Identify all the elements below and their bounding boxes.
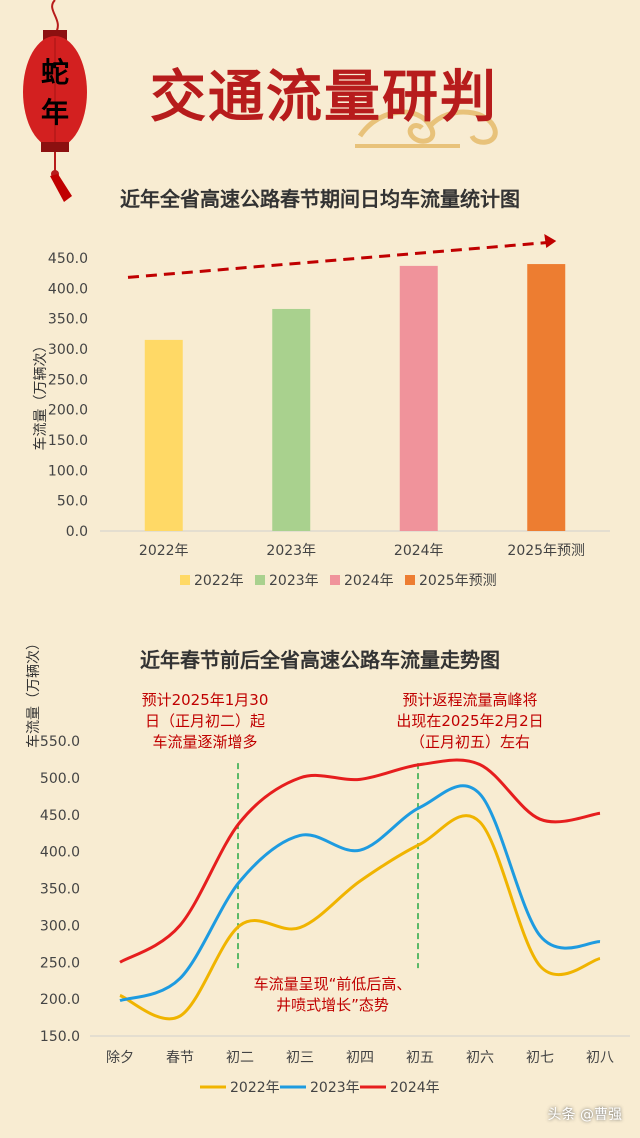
x-tick-label: 初七	[526, 1049, 554, 1066]
legend-label: 2025年预测	[419, 573, 497, 589]
bar-chart-title: 近年全省高速公路春节期间日均车流量统计图	[120, 187, 520, 211]
annotation-trend: 车流量呈现“前低后高、 井喷式增长”态势	[253, 975, 412, 1014]
lantern-char-1: 蛇	[41, 56, 69, 89]
y-tick-label: 150.0	[40, 1029, 80, 1045]
y-tick-label: 50.0	[57, 494, 88, 510]
lantern-icon: 蛇 年	[23, 0, 87, 202]
legend-label: 2022年	[230, 1080, 280, 1096]
x-tick-label: 初五	[406, 1049, 434, 1066]
x-tick-label: 2025年预测	[507, 543, 585, 559]
cloud-ornament-icon	[355, 109, 498, 148]
x-tick-label: 2024年	[394, 543, 444, 559]
y-axis-label: 车流量（万辆次）	[25, 640, 42, 748]
y-tick-label: 200.0	[48, 403, 88, 419]
y-tick-label: 300.0	[48, 342, 88, 358]
line-chart: 150.0 200.0 250.0 300.0 350.0 400.0 450.0 500.0…	[25, 640, 630, 1096]
y-tick-label: 350.0	[48, 312, 88, 328]
bar-chart: 0.0 50.0 100.0 150.0 200.0 250.0 300.0 350.0 400…	[32, 234, 610, 589]
legend-swatch	[180, 575, 190, 585]
x-tick-label: 春节	[166, 1050, 194, 1066]
series-line	[119, 784, 601, 1003]
y-tick-label: 300.0	[40, 918, 80, 934]
line-chart-title: 近年春节前后全省高速公路车流量走势图	[140, 648, 500, 672]
y-tick-label: 250.0	[48, 372, 88, 388]
y-tick-label: 0.0	[66, 524, 88, 540]
legend-label: 2024年	[344, 573, 394, 589]
legend-swatch	[330, 575, 340, 585]
lantern-char-2: 年	[41, 96, 69, 129]
legend-label: 2023年	[310, 1080, 360, 1096]
annotation-peak: 预计返程流量高峰将 出现在2025年2月2日 （正月初五）左右	[396, 691, 544, 751]
y-tick-label: 250.0	[40, 955, 80, 971]
x-tick-label: 除夕	[106, 1050, 134, 1066]
x-tick-label: 初二	[226, 1049, 254, 1066]
x-tick-label: 初六	[466, 1049, 494, 1066]
x-tick-label: 2023年	[266, 543, 316, 559]
x-tick-label: 初八	[586, 1049, 614, 1066]
y-tick-label: 400.0	[40, 845, 80, 861]
trend-arrow-line	[127, 241, 547, 279]
legend-swatch	[405, 575, 415, 585]
bar	[399, 265, 438, 531]
x-tick-label: 初四	[346, 1049, 374, 1066]
bar	[272, 308, 311, 531]
x-tick-label: 初三	[286, 1049, 314, 1066]
series-line	[119, 758, 601, 964]
watermark: 头条 @曹强	[547, 1107, 622, 1123]
y-tick-label: 100.0	[48, 463, 88, 479]
y-axis-label: 车流量（万辆次）	[32, 339, 49, 451]
annotation-start: 预计2025年1月30 日（正月初二）起 车流量逐渐增多	[141, 691, 269, 751]
y-tick-label: 450.0	[40, 808, 80, 824]
legend-label: 2024年	[390, 1080, 440, 1096]
series-line	[119, 814, 601, 1021]
y-tick-label: 350.0	[40, 882, 80, 898]
y-tick-label: 200.0	[40, 992, 80, 1008]
trend-arrow-head-icon	[544, 234, 557, 249]
y-tick-label: 150.0	[48, 433, 88, 449]
y-tick-label: 400.0	[48, 281, 88, 297]
bar	[144, 339, 183, 531]
legend-label: 2022年	[194, 573, 244, 589]
y-tick-label: 500.0	[40, 771, 80, 787]
y-tick-label: 550.0	[40, 734, 80, 750]
legend-label: 2023年	[269, 573, 319, 589]
legend-swatch	[255, 575, 265, 585]
y-tick-label: 450.0	[48, 251, 88, 267]
page-title: 交通流量研判	[150, 64, 498, 130]
x-tick-label: 2022年	[139, 543, 189, 559]
bar	[527, 264, 566, 531]
